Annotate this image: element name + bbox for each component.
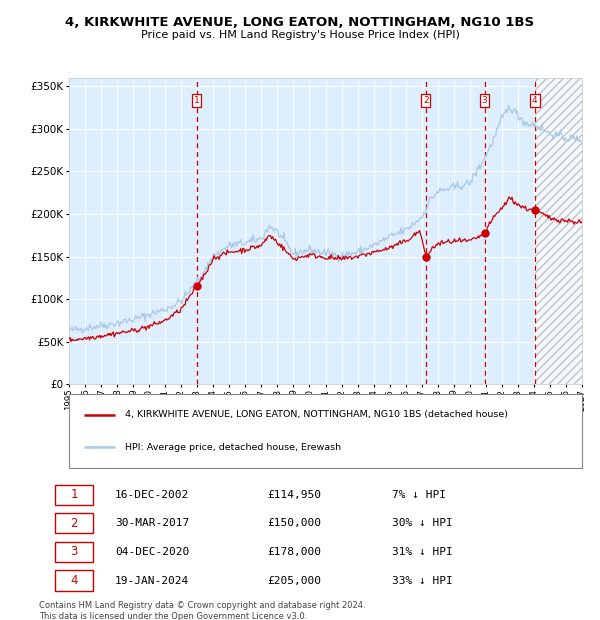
Text: 4: 4 xyxy=(532,96,538,105)
Text: 31% ↓ HPI: 31% ↓ HPI xyxy=(392,547,453,557)
Text: 2: 2 xyxy=(423,96,428,105)
Text: 4, KIRKWHITE AVENUE, LONG EATON, NOTTINGHAM, NG10 1BS: 4, KIRKWHITE AVENUE, LONG EATON, NOTTING… xyxy=(65,16,535,29)
Text: £150,000: £150,000 xyxy=(267,518,321,528)
Text: 1: 1 xyxy=(194,96,199,105)
Text: Price paid vs. HM Land Registry's House Price Index (HPI): Price paid vs. HM Land Registry's House … xyxy=(140,30,460,40)
Text: 16-DEC-2002: 16-DEC-2002 xyxy=(115,490,189,500)
Text: 2: 2 xyxy=(71,517,78,529)
Text: £178,000: £178,000 xyxy=(267,547,321,557)
Text: 33% ↓ HPI: 33% ↓ HPI xyxy=(392,575,453,585)
Text: 30% ↓ HPI: 30% ↓ HPI xyxy=(392,518,453,528)
Text: 30-MAR-2017: 30-MAR-2017 xyxy=(115,518,189,528)
Text: 4: 4 xyxy=(71,574,78,587)
Text: £114,950: £114,950 xyxy=(267,490,321,500)
FancyBboxPatch shape xyxy=(55,513,94,533)
Text: 04-DEC-2020: 04-DEC-2020 xyxy=(115,547,189,557)
FancyBboxPatch shape xyxy=(55,485,94,505)
Text: 3: 3 xyxy=(71,546,78,559)
Bar xyxy=(535,78,582,384)
Text: 4, KIRKWHITE AVENUE, LONG EATON, NOTTINGHAM, NG10 1BS (detached house): 4, KIRKWHITE AVENUE, LONG EATON, NOTTING… xyxy=(125,410,508,419)
Text: Contains HM Land Registry data © Crown copyright and database right 2024.
This d: Contains HM Land Registry data © Crown c… xyxy=(39,601,365,620)
FancyBboxPatch shape xyxy=(69,394,582,468)
Text: 1: 1 xyxy=(71,488,78,501)
FancyBboxPatch shape xyxy=(55,570,94,591)
FancyBboxPatch shape xyxy=(55,542,94,562)
Text: £205,000: £205,000 xyxy=(267,575,321,585)
Text: 3: 3 xyxy=(482,96,487,105)
Text: 7% ↓ HPI: 7% ↓ HPI xyxy=(392,490,446,500)
Text: HPI: Average price, detached house, Erewash: HPI: Average price, detached house, Erew… xyxy=(125,443,341,452)
Text: 19-JAN-2024: 19-JAN-2024 xyxy=(115,575,189,585)
